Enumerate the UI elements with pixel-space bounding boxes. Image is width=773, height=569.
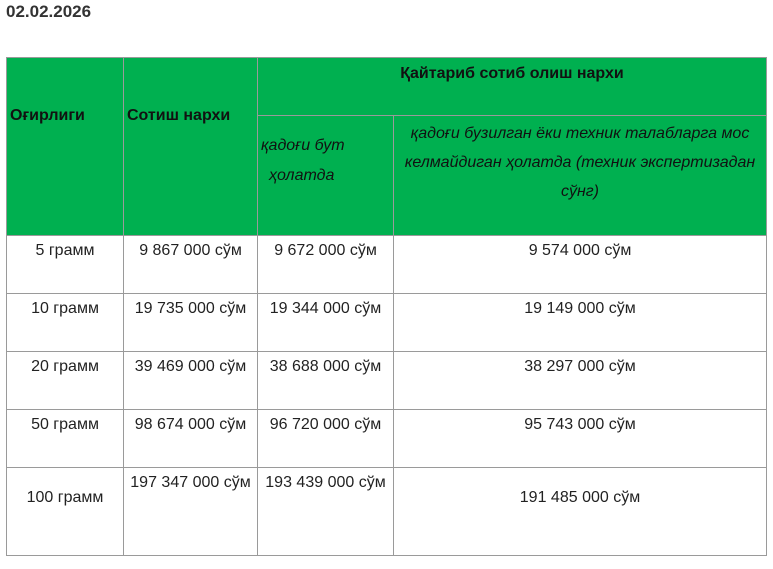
cell-sell: 39 469 000 сўм	[123, 351, 258, 410]
table-row: 20 грамм 39 469 000 сўм 38 688 000 сўм 3…	[6, 351, 767, 410]
cell-sell: 197 347 000 сўм	[123, 467, 258, 556]
cell-damaged: 38 297 000 сўм	[393, 351, 767, 410]
header-weight: Оғирлиги	[6, 57, 124, 236]
header-row: Оғирлиги Сотиш нархи Қайтариб сотиб олиш…	[6, 57, 767, 236]
cell-intact: 96 720 000 сўм	[257, 409, 394, 468]
cell-intact: 9 672 000 сўм	[257, 235, 394, 294]
date-heading: 02.02.2026	[6, 2, 92, 21]
cell-damaged: 9 574 000 сўм	[393, 235, 767, 294]
price-table: Оғирлиги Сотиш нархи Қайтариб сотиб олиш…	[6, 57, 767, 556]
cell-weight: 100 грамм	[6, 467, 124, 556]
header-buyback-price: Қайтариб сотиб олиш нархи	[257, 57, 767, 116]
cell-sell: 9 867 000 сўм	[123, 235, 258, 294]
table-row: 10 грамм 19 735 000 сўм 19 344 000 сўм 1…	[6, 293, 767, 352]
header-sell-price: Сотиш нархи	[123, 57, 258, 236]
header-intact-line1: қадоғи бут	[261, 137, 345, 154]
cell-damaged: 19 149 000 сўм	[393, 293, 767, 352]
table-row: 100 грамм 197 347 000 сўм 193 439 000 сў…	[6, 467, 767, 556]
table-row: 50 грамм 98 674 000 сўм 96 720 000 сўм 9…	[6, 409, 767, 468]
cell-weight: 50 грамм	[6, 409, 124, 468]
cell-sell: 19 735 000 сўм	[123, 293, 258, 352]
cell-intact: 193 439 000 сўм	[257, 467, 394, 556]
header-intact: қадоғи бут ҳолатда	[257, 115, 394, 236]
cell-weight: 5 грамм	[6, 235, 124, 294]
table-row: 5 грамм 9 867 000 сўм 9 672 000 сўм 9 57…	[6, 235, 767, 294]
header-damaged: қадоғи бузилган ёки техник талабларга мо…	[393, 115, 767, 236]
cell-damaged: 95 743 000 сўм	[393, 409, 767, 468]
cell-sell: 98 674 000 сўм	[123, 409, 258, 468]
cell-intact: 19 344 000 сўм	[257, 293, 394, 352]
header-intact-line2: ҳолатда	[269, 167, 335, 184]
cell-damaged: 191 485 000 сўм	[393, 467, 767, 556]
cell-weight: 20 грамм	[6, 351, 124, 410]
subheader-row: қадоғи бут ҳолатда қадоғи бузилган ёки те…	[7, 115, 767, 236]
cell-intact: 38 688 000 сўм	[257, 351, 394, 410]
cell-weight: 10 грамм	[6, 293, 124, 352]
